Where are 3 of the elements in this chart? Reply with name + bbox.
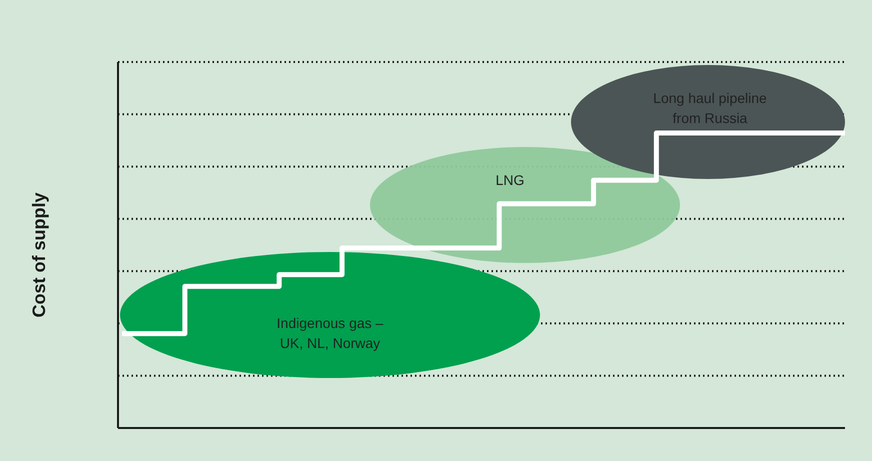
y-axis-title: Cost of supply bbox=[29, 192, 49, 318]
annotation: LNG bbox=[496, 172, 524, 188]
annotation: Indigenous gas – UK, NL, Norway bbox=[276, 315, 384, 351]
